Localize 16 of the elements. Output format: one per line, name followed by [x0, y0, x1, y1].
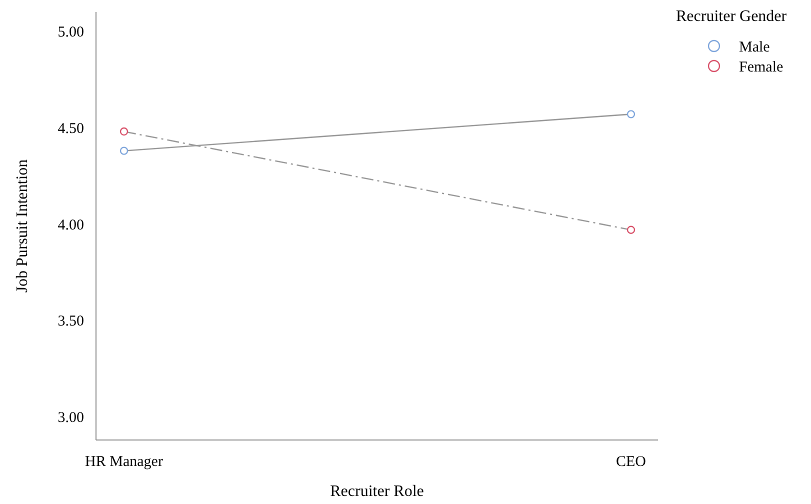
point	[120, 127, 128, 136]
y-tick-label: 3.50	[58, 314, 84, 330]
point	[626, 110, 636, 118]
point	[120, 146, 128, 155]
y-tick-label: 4.50	[58, 120, 84, 137]
legend-title: Recruiter Gender	[676, 8, 788, 25]
legend-label: Male	[739, 39, 770, 56]
x-tick-label: HR Manager	[85, 454, 163, 470]
y-tick-label: 5.00	[58, 24, 84, 41]
y-tick-label: 4.00	[58, 217, 84, 234]
x-tick-label: CEO	[616, 454, 646, 470]
legend-label: Female	[739, 59, 784, 76]
x-axis-title: Recruiter Role	[330, 483, 424, 500]
y-axis-title: Job Pursuit Intention	[14, 159, 31, 293]
point	[626, 226, 636, 234]
y-tick-label: 3.00	[58, 410, 84, 426]
